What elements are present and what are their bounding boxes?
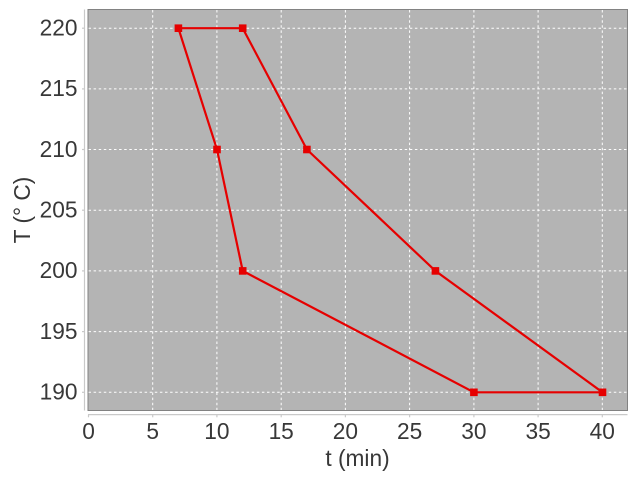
svg-text:220: 220 xyxy=(40,15,78,41)
svg-text:215: 215 xyxy=(40,75,78,101)
svg-text:210: 210 xyxy=(40,136,78,162)
svg-text:15: 15 xyxy=(269,418,294,444)
svg-text:25: 25 xyxy=(397,418,422,444)
svg-text:30: 30 xyxy=(461,418,486,444)
svg-text:t (min): t (min) xyxy=(325,445,389,471)
svg-text:190: 190 xyxy=(40,379,78,405)
svg-text:205: 205 xyxy=(40,197,78,223)
svg-text:20: 20 xyxy=(333,418,358,444)
svg-text:0: 0 xyxy=(82,418,95,444)
svg-text:35: 35 xyxy=(525,418,550,444)
svg-text:195: 195 xyxy=(40,318,78,344)
svg-text:5: 5 xyxy=(146,418,159,444)
svg-text:10: 10 xyxy=(204,418,229,444)
svg-text:200: 200 xyxy=(40,257,78,283)
svg-text:T (° C): T (° C) xyxy=(9,177,35,244)
svg-text:40: 40 xyxy=(590,418,615,444)
